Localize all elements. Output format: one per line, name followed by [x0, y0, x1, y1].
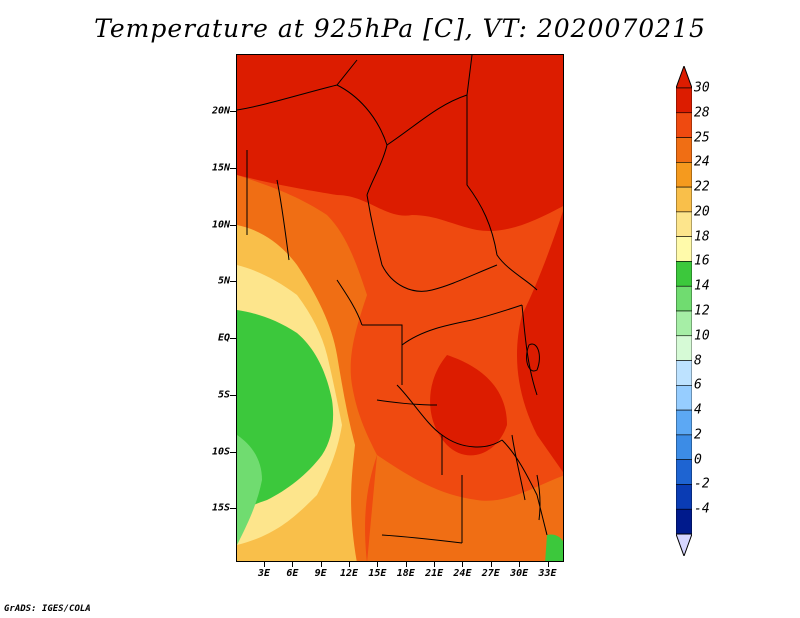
lon-tick-mark — [377, 562, 379, 567]
lon-tick-mark — [292, 562, 294, 567]
colorbar-box — [676, 186, 692, 213]
field-zone-se-green — [545, 534, 563, 561]
colorbar-box — [676, 137, 692, 163]
colorbar-level-label: 4 — [694, 402, 702, 418]
lat-tick-label: 15S — [211, 502, 230, 514]
colorbar-box — [676, 162, 692, 188]
lon-tick-label: 15E — [368, 568, 387, 579]
lat-tick-label: 5S — [217, 389, 230, 401]
lat-tick-mark — [230, 167, 236, 169]
lat-tick-label: 5N — [217, 275, 230, 287]
colorbar-level-label: 10 — [694, 328, 710, 344]
colorbar-level-label: 24 — [694, 154, 710, 170]
colorbar-box — [676, 112, 692, 138]
colorbar-box — [676, 434, 692, 460]
lon-tick-mark — [490, 562, 492, 567]
lon-tick-label: 9E — [314, 568, 327, 579]
lon-tick-mark — [519, 562, 521, 567]
field-zone-south-orange — [367, 455, 563, 561]
country-boundaries — [237, 55, 548, 544]
lon-tick-mark — [264, 562, 265, 567]
colorbar-level-label: 25 — [694, 130, 710, 146]
lon-tick-mark — [547, 562, 549, 567]
colorbar-level-label: 6 — [694, 377, 702, 393]
colorbar-level-label: 8 — [694, 353, 702, 369]
colorbar-box — [676, 285, 692, 312]
colorbar-box — [676, 360, 692, 386]
lat-tick-label: 10S — [211, 446, 230, 457]
colorbar-box — [676, 236, 692, 262]
map-title: Temperature at 925hPa [C], VT: 202007021… — [94, 14, 706, 43]
colorbar-level-label: 18 — [694, 229, 710, 245]
lon-tick-mark — [462, 562, 464, 567]
colorbar-level-label: 0 — [694, 452, 702, 468]
lon-tick-label: 18E — [396, 568, 415, 579]
grads-credit: GrADS: IGES/COLA — [4, 604, 91, 614]
lat-tick-mark — [230, 394, 236, 396]
colorbar-box — [676, 87, 692, 114]
temperature-map — [236, 54, 564, 562]
colorbar-box — [676, 409, 692, 436]
colorbar-bottom-triangle — [676, 533, 692, 556]
colorbar-box — [676, 310, 692, 337]
lon-tick-label: 21E — [425, 568, 444, 579]
colorbar-level-label: 2 — [694, 427, 702, 443]
colorbar-box — [676, 459, 692, 485]
lon-tick-label: 6E — [286, 568, 299, 579]
field-zone-atlantic-light — [237, 435, 262, 545]
lon-tick-label: 30E — [510, 568, 529, 579]
lakes — [511, 343, 541, 521]
colorbar-level-label: -4 — [694, 501, 710, 517]
lon-tick-mark — [349, 562, 351, 567]
colorbar-top-triangle — [676, 66, 692, 89]
lat-tick-mark — [230, 224, 236, 226]
field-zone-sahara — [237, 55, 563, 231]
lon-tick-label: 24E — [453, 568, 472, 579]
colorbar-level-label: 20 — [694, 204, 710, 220]
colorbar-level-label: 28 — [694, 105, 710, 121]
lat-tick-mark — [230, 111, 236, 112]
lat-tick-mark — [230, 281, 236, 283]
colorbar — [676, 66, 692, 556]
lon-tick-mark — [434, 562, 436, 567]
lon-tick-mark — [320, 562, 322, 567]
colorbar-level-label: 12 — [694, 303, 710, 319]
field-zone-east — [517, 211, 563, 473]
colorbar-box — [676, 385, 692, 411]
lat-tick-mark — [230, 338, 236, 339]
lon-tick-mark — [405, 562, 407, 567]
colorbar-level-label: -2 — [694, 476, 710, 492]
lon-tick-label: 3E — [257, 568, 271, 579]
colorbar-level-label: 16 — [694, 253, 710, 269]
lat-tick-label: EQ — [217, 332, 230, 344]
lat-tick-label: 20N — [211, 105, 230, 117]
colorbar-box — [676, 261, 692, 287]
colorbar-box — [676, 484, 692, 510]
lon-tick-label: 27E — [481, 568, 500, 579]
lat-tick-label: 10N — [211, 219, 230, 230]
colorbar-box — [676, 211, 692, 237]
field-zone-atlantic-green — [237, 310, 334, 515]
colorbar-level-label: 14 — [694, 278, 710, 294]
colorbar-box — [676, 335, 692, 361]
colorbar-level-label: 30 — [694, 80, 710, 96]
lat-tick-mark — [230, 451, 236, 453]
temperature-field — [237, 55, 563, 561]
colorbar-box — [676, 508, 692, 535]
lon-tick-label: 12E — [340, 568, 359, 579]
lon-tick-label: 33E — [538, 568, 557, 579]
lat-tick-label: 15N — [211, 162, 230, 174]
colorbar-level-label: 22 — [694, 179, 710, 195]
lat-tick-mark — [230, 508, 236, 510]
field-zone-congo — [430, 355, 507, 456]
